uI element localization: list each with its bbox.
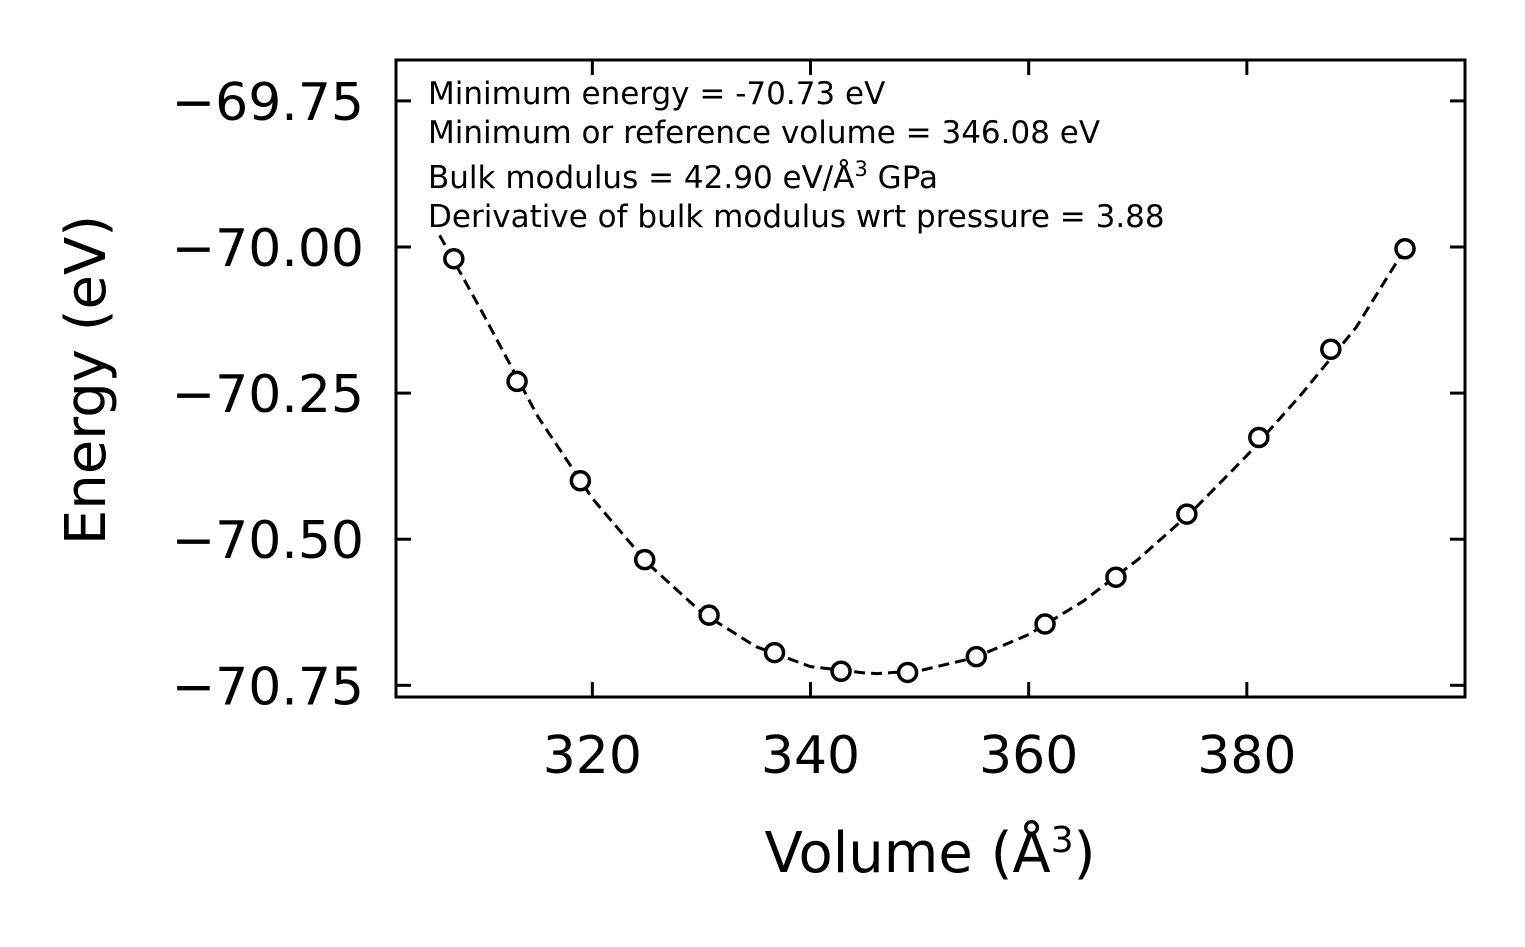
x-tick-label: 340 (761, 726, 860, 786)
y-axis-label: Energy (eV) (54, 215, 119, 545)
annotation-bulk-modulus: Bulk modulus = 42.90 eV/Å3 GPa (428, 157, 938, 196)
data-point (1394, 238, 1416, 260)
plot-frame (394, 58, 1467, 699)
y-tick-label: −70.25 (172, 365, 364, 425)
fit-curve (438, 234, 1407, 676)
y-tick-label: −70.00 (172, 219, 364, 279)
y-tick-label: −69.75 (172, 73, 364, 133)
data-point (1034, 613, 1056, 635)
y-tick-label: −70.75 (172, 657, 364, 717)
y-tick-label: −70.50 (172, 511, 364, 571)
data-point (965, 645, 988, 668)
data-point (698, 604, 720, 626)
data-point (1248, 426, 1270, 449)
data-point (633, 548, 656, 571)
annotation-min-volume: Minimum or reference volume = 346.08 eV (428, 115, 1100, 151)
annotation-min-energy: Minimum energy = -70.73 eV (428, 76, 885, 112)
ticks-layer: 320 340 360 380 −69.75 −70.00 −70.25 −70.50 −70.… (172, 60, 1465, 786)
annotation-block: Minimum energy = -70.73 eV Minimum or re… (428, 76, 1165, 235)
data-point (763, 641, 786, 664)
data-point (506, 370, 528, 393)
data-point (896, 661, 919, 684)
x-tick-label: 360 (979, 726, 1078, 786)
x-tick-label: 320 (543, 726, 642, 786)
data-point (1105, 566, 1127, 588)
series-layer (438, 234, 1416, 684)
data-point (443, 247, 465, 270)
data-point (1176, 503, 1198, 525)
annotation-bulk-derivative: Derivative of bulk modulus wrt pressure … (428, 199, 1165, 235)
data-point (569, 470, 592, 492)
data-point (830, 660, 852, 683)
x-tick-label: 380 (1197, 726, 1296, 786)
data-point (1320, 338, 1342, 361)
x-axis-label: Volume (Å3) (765, 820, 1096, 886)
